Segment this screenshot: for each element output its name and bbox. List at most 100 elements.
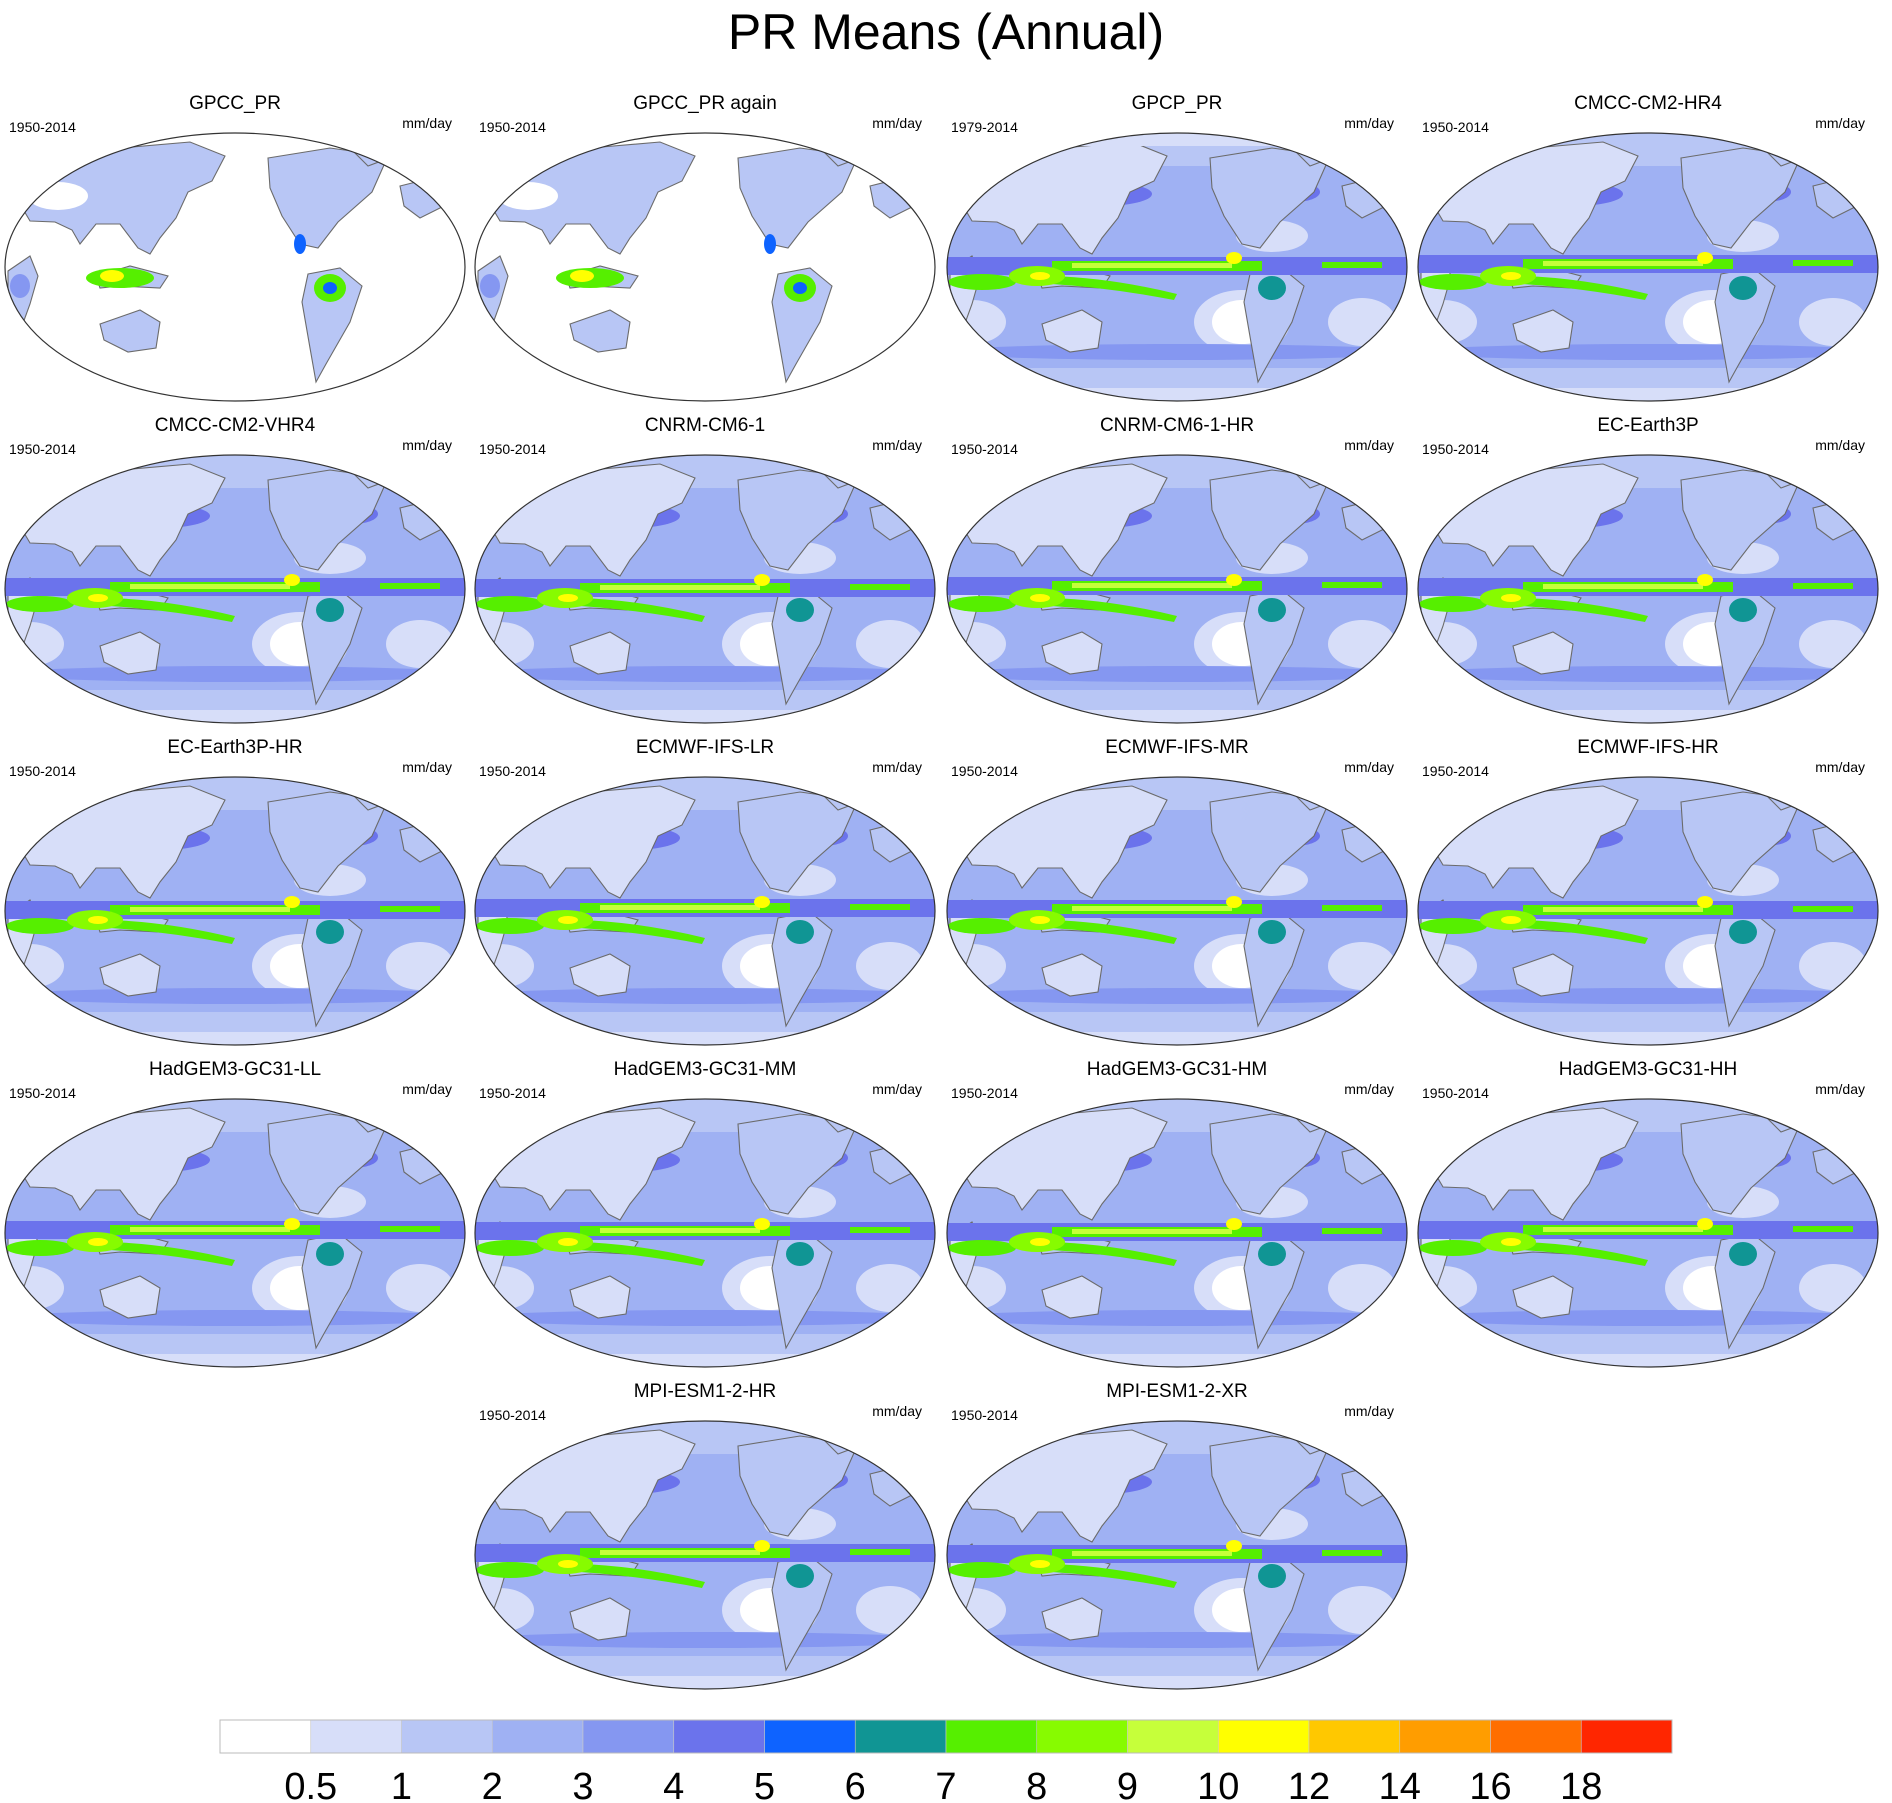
- panel-period: 1950-2014: [479, 1085, 546, 1101]
- warm-pool-peak: [558, 916, 578, 924]
- panel-title: CNRM-CM6-1-HR: [1099, 415, 1255, 436]
- panel-title: HadGEM3-GC31-HM: [1086, 1059, 1268, 1080]
- dry-s-atlantic: [1799, 1264, 1867, 1312]
- precip-map: [4, 1098, 466, 1368]
- warm-pool-peak: [88, 916, 108, 924]
- rainband-indian-ocean: [1419, 274, 1487, 290]
- rainband-indian-ocean: [476, 918, 544, 934]
- rainband-amazon: [1729, 920, 1757, 944]
- itcz-atlantic: [380, 583, 440, 589]
- colorbar-tick-label: 16: [1469, 1766, 1511, 1803]
- land-australia: [1041, 953, 1103, 997]
- map-border: [474, 132, 936, 402]
- panel-period: 1950-2014: [9, 441, 76, 457]
- dry-s-atlantic: [856, 1264, 924, 1312]
- precip-map: [474, 776, 936, 1046]
- colorbar-swatch: [219, 1719, 312, 1754]
- itcz-atlantic: [1793, 906, 1853, 912]
- rainband-panama: [284, 1218, 300, 1230]
- warm-pool-peak: [558, 1238, 578, 1246]
- itcz-peak: [1543, 1227, 1703, 1232]
- land-australia: [99, 953, 161, 997]
- panel-units: mm/day: [1815, 1081, 1865, 1097]
- spcz: [580, 598, 705, 622]
- rainband-amazon: [1258, 598, 1286, 622]
- panel-period: 1950-2014: [1422, 763, 1489, 779]
- rainband-panama: [1226, 896, 1242, 908]
- colorbar-swatch: [673, 1719, 765, 1754]
- rainband-indian-ocean: [6, 596, 74, 612]
- map-border: [1417, 776, 1879, 1046]
- map-panel: EC-Earth3P-HR 1950-2014 mm/day: [0, 737, 470, 1052]
- panel-title: GPCC_PR again: [633, 93, 777, 114]
- land-australia: [569, 1597, 631, 1641]
- panel-title: CNRM-CM6-1: [644, 415, 766, 436]
- itcz-atlantic: [850, 1549, 910, 1555]
- dry-region-asia: [498, 182, 558, 210]
- rainband-amazon: [1729, 598, 1757, 622]
- itcz-atlantic: [1793, 583, 1853, 589]
- itcz-peak: [130, 1227, 290, 1232]
- rainband-amazon: [1258, 1564, 1286, 1588]
- colorbar-swatch: [764, 1719, 856, 1754]
- warm-pool-peak: [558, 1560, 578, 1568]
- rainband-amazon: [316, 1242, 344, 1266]
- rainband-panama: [284, 574, 300, 586]
- map-panel: ECMWF-IFS-LR 1950-2014 mm/day: [470, 737, 940, 1052]
- map-border: [1417, 1098, 1879, 1368]
- map-panel: CNRM-CM6-1 1950-2014 mm/day: [470, 415, 940, 730]
- panel-units: mm/day: [402, 759, 452, 775]
- itcz-peak: [130, 907, 290, 912]
- southern-storm-track: [475, 666, 935, 682]
- southern-storm-track: [475, 1632, 935, 1648]
- dry-s-atlantic: [1328, 620, 1396, 668]
- colorbar-tick-label: 1: [391, 1766, 412, 1803]
- panel-title: GPCC_PR: [189, 93, 281, 114]
- panel-period: 1979-2014: [951, 119, 1018, 135]
- dry-s-atlantic: [856, 1586, 924, 1634]
- map-border: [1417, 132, 1879, 402]
- itcz-atlantic: [850, 1227, 910, 1233]
- map-border: [4, 132, 466, 402]
- precip-map: [946, 1420, 1408, 1690]
- itcz-atlantic: [850, 584, 910, 590]
- panel-units: mm/day: [1344, 437, 1394, 453]
- itcz-peak: [1072, 583, 1232, 588]
- panel-units: mm/day: [872, 1403, 922, 1419]
- panel-units: mm/day: [1344, 1403, 1394, 1419]
- panel-period: 1950-2014: [9, 119, 76, 135]
- dry-s-atlantic: [386, 620, 454, 668]
- rainband-indian-ocean: [948, 274, 1016, 290]
- rainband-panama: [284, 896, 300, 908]
- rainband-indian-ocean: [948, 918, 1016, 934]
- precip-map: [474, 132, 936, 402]
- itcz-peak: [1072, 263, 1232, 268]
- panel-period: 1950-2014: [951, 763, 1018, 779]
- rainband-panama: [754, 574, 770, 586]
- rainband-panama: [1226, 574, 1242, 586]
- itcz-atlantic: [1322, 582, 1382, 588]
- dry-s-atlantic: [386, 1264, 454, 1312]
- land-samerica: [301, 267, 363, 384]
- panel-title: ECMWF-IFS-LR: [635, 737, 775, 758]
- dry-s-atlantic: [1799, 620, 1867, 668]
- map-panel: EC-Earth3P 1950-2014 mm/day: [1413, 415, 1883, 730]
- panel-units: mm/day: [1815, 759, 1865, 775]
- itcz-atlantic: [850, 904, 910, 910]
- warm-pool-peak: [1030, 916, 1050, 924]
- panel-period: 1950-2014: [479, 441, 546, 457]
- spcz: [1052, 276, 1177, 300]
- rainband-indian-ocean: [6, 918, 74, 934]
- figure-title: PR Means (Annual): [727, 4, 1165, 60]
- panel-period: 1950-2014: [479, 119, 546, 135]
- map-border: [946, 454, 1408, 724]
- dry-s-atlantic: [1328, 1586, 1396, 1634]
- rainband-panama: [1697, 896, 1713, 908]
- rainband-amazon: [786, 1242, 814, 1266]
- rainband-indian-ocean: [476, 596, 544, 612]
- land-australia: [569, 631, 631, 675]
- panel-units: mm/day: [402, 437, 452, 453]
- southern-storm-track: [475, 988, 935, 1004]
- map-panel: ECMWF-IFS-HR 1950-2014 mm/day: [1413, 737, 1883, 1052]
- panel-units: mm/day: [872, 1081, 922, 1097]
